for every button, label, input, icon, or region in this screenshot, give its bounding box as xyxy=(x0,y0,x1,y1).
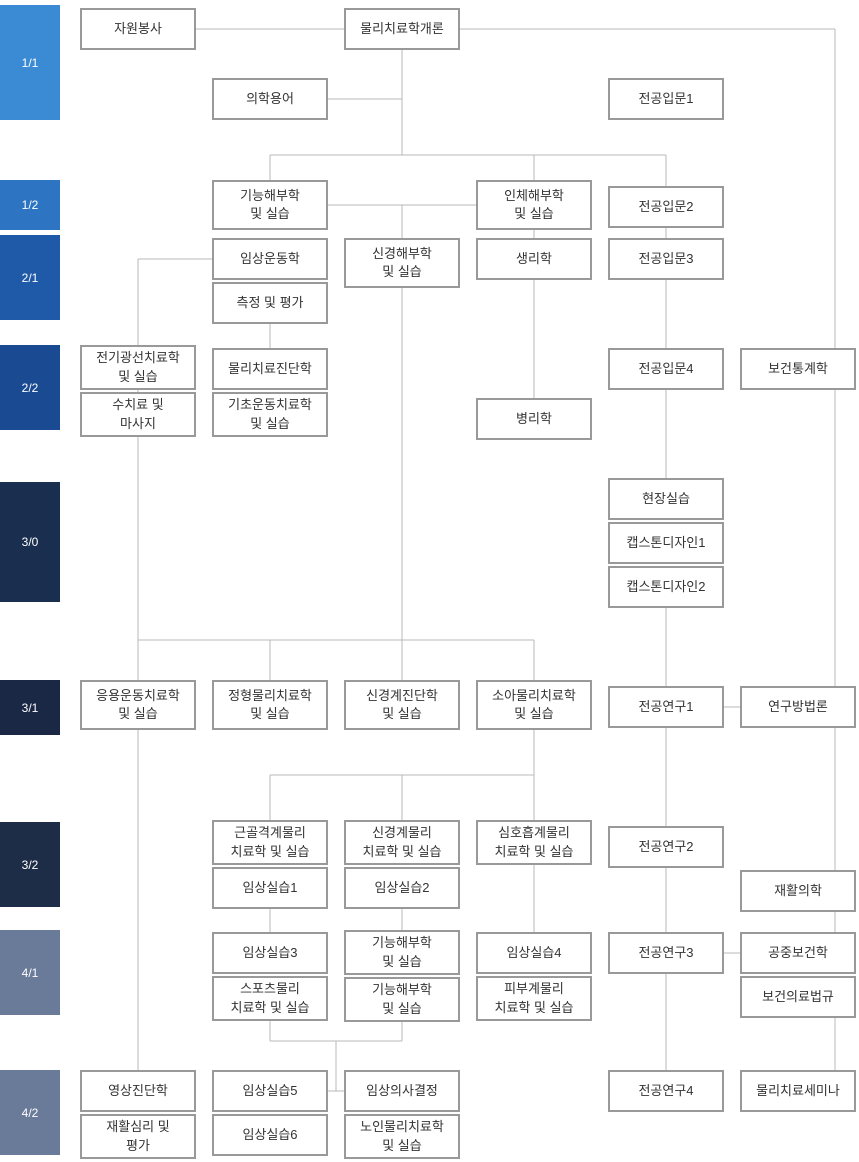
course-node: 전공연구1 xyxy=(608,686,724,728)
course-node: 전공입문2 xyxy=(608,186,724,228)
course-node: 기능해부학및 실습 xyxy=(344,977,460,1022)
semester-label: 4/1 xyxy=(0,930,60,1015)
course-node: 캡스톤디자인1 xyxy=(608,522,724,564)
course-node: 전공입문3 xyxy=(608,238,724,280)
course-node: 임상실습3 xyxy=(212,932,328,974)
course-node: 캡스톤디자인2 xyxy=(608,566,724,608)
course-node: 임상실습4 xyxy=(476,932,592,974)
course-node: 신경해부학및 실습 xyxy=(344,238,460,288)
course-node: 전공연구3 xyxy=(608,932,724,974)
course-node: 임상실습5 xyxy=(212,1070,328,1112)
course-node: 신경계물리치료학 및 실습 xyxy=(344,820,460,865)
course-node: 임상의사결정 xyxy=(344,1070,460,1112)
course-node: 임상실습1 xyxy=(212,867,328,909)
course-node: 의학용어 xyxy=(212,78,328,120)
course-node: 전공연구2 xyxy=(608,826,724,868)
semester-label: 3/0 xyxy=(0,482,60,602)
course-node: 노인물리치료학및 실습 xyxy=(344,1114,460,1159)
semester-label: 4/2 xyxy=(0,1070,60,1155)
course-node: 기능해부학및 실습 xyxy=(212,180,328,230)
semester-label: 1/2 xyxy=(0,180,60,230)
course-node: 측정 및 평가 xyxy=(212,282,328,324)
semester-label: 1/1 xyxy=(0,5,60,120)
semester-label: 3/2 xyxy=(0,822,60,907)
course-node: 임상실습6 xyxy=(212,1114,328,1156)
course-node: 연구방법론 xyxy=(740,686,856,728)
semester-label: 2/1 xyxy=(0,235,60,320)
course-node: 임상실습2 xyxy=(344,867,460,909)
course-node: 기초운동치료학및 실습 xyxy=(212,392,328,437)
course-node: 전공입문1 xyxy=(608,78,724,120)
course-node: 인체해부학및 실습 xyxy=(476,180,592,230)
course-node: 자원봉사 xyxy=(80,8,196,50)
course-node: 정형물리치료학및 실습 xyxy=(212,680,328,730)
course-node: 피부계물리치료학 및 실습 xyxy=(476,976,592,1021)
course-node: 응용운동치료학및 실습 xyxy=(80,680,196,730)
course-node: 근골격계물리치료학 및 실습 xyxy=(212,820,328,865)
semester-label: 2/2 xyxy=(0,345,60,430)
course-node: 영상진단학 xyxy=(80,1070,196,1112)
course-node: 물리치료학개론 xyxy=(344,8,460,50)
course-node: 병리학 xyxy=(476,398,592,440)
course-node: 생리학 xyxy=(476,238,592,280)
course-node: 전공입문4 xyxy=(608,348,724,390)
course-node: 현장실습 xyxy=(608,478,724,520)
course-node: 재활의학 xyxy=(740,870,856,912)
course-node: 신경계진단학및 실습 xyxy=(344,680,460,730)
course-node: 물리치료세미나 xyxy=(740,1070,856,1112)
course-node: 임상운동학 xyxy=(212,238,328,280)
course-node: 전기광선치료학및 실습 xyxy=(80,345,196,390)
course-node: 수치료 및마사지 xyxy=(80,392,196,437)
course-node: 소아물리치료학및 실습 xyxy=(476,680,592,730)
course-node: 물리치료진단학 xyxy=(212,348,328,390)
semester-label: 3/1 xyxy=(0,680,60,735)
course-node: 스포츠물리치료학 및 실습 xyxy=(212,976,328,1021)
course-node: 기능해부학및 실습 xyxy=(344,930,460,975)
course-node: 공중보건학 xyxy=(740,932,856,974)
course-node: 보건통계학 xyxy=(740,348,856,390)
course-node: 전공연구4 xyxy=(608,1070,724,1112)
course-node: 심호흡계물리치료학 및 실습 xyxy=(476,820,592,865)
course-node: 보건의료법규 xyxy=(740,976,856,1018)
course-node: 재활심리 및평가 xyxy=(80,1114,196,1159)
